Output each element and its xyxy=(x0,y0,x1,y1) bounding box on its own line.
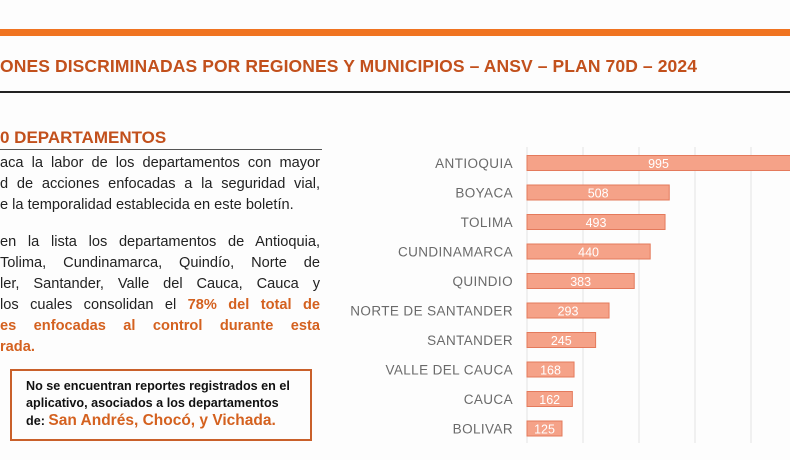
bar xyxy=(526,361,575,378)
note-box: No se encuentran reportes registrados en… xyxy=(10,369,312,441)
data-label: 168 xyxy=(540,364,561,378)
text-line: e la temporalidad establecida en este bo… xyxy=(0,197,294,213)
highlight-text: es enfocadas al control durante esta xyxy=(0,318,320,334)
bar xyxy=(526,391,573,407)
bar xyxy=(526,273,635,289)
highlight-text: rada. xyxy=(0,339,35,355)
text-line: ler, Santander, Valle del Cauca, Cauca y xyxy=(0,276,320,292)
data-label: 293 xyxy=(558,305,579,319)
bar xyxy=(526,420,563,437)
data-label: 383 xyxy=(570,275,591,289)
section-divider xyxy=(0,149,322,150)
category-label: CUNDINAMARCA xyxy=(398,245,513,260)
data-label: 440 xyxy=(578,246,599,260)
category-label: BOLIVAR xyxy=(453,422,513,437)
note-highlight: San Andrés, Chocó, y Vichada. xyxy=(48,412,276,429)
category-label: SANTANDER xyxy=(427,333,513,348)
header-accent-bar xyxy=(0,29,790,36)
text-line: los cuales consolidan el 78% del total d… xyxy=(0,295,320,316)
bar xyxy=(526,302,610,319)
paragraph-2: en la lista los departamentos de Antioqu… xyxy=(0,232,320,358)
category-label: QUINDIO xyxy=(452,274,513,289)
text-line: aca la labor de los departamentos con ma… xyxy=(0,155,320,171)
highlight-text: 78% del total de xyxy=(187,297,320,313)
text-plain: los cuales consolidan el xyxy=(0,297,188,313)
text-line: d de acciones enfocadas a la seguridad v… xyxy=(0,176,320,192)
page-title: ONES DISCRIMINADAS POR REGIONES Y MUNICI… xyxy=(0,56,698,76)
bar xyxy=(526,243,651,260)
paragraph-1: aca la labor de los departamentos con ma… xyxy=(0,153,320,216)
note-line: aplicativo, asociados a los departamento… xyxy=(26,396,279,410)
text-line: en la lista los departamentos de Antioqu… xyxy=(0,234,320,250)
bar xyxy=(526,214,666,230)
data-label: 995 xyxy=(648,157,669,171)
note-line: de: San Andrés, Chocó, y Vichada. xyxy=(26,412,300,430)
category-label: TOLIMA xyxy=(461,215,513,230)
data-label: 245 xyxy=(551,334,572,348)
data-label: 508 xyxy=(588,187,609,201)
section-heading: 0 DEPARTAMENTOS xyxy=(0,128,167,147)
title-divider xyxy=(0,91,790,93)
note-line: No se encuentran reportes registrados en… xyxy=(26,379,290,393)
bar xyxy=(526,332,597,348)
category-label: BOYACA xyxy=(455,186,513,201)
bar xyxy=(526,184,670,201)
bar xyxy=(526,155,790,171)
category-label: ANTIOQUIA xyxy=(435,156,513,171)
data-label: 162 xyxy=(539,393,560,407)
category-label: NORTE DE SANTANDER xyxy=(350,304,513,319)
category-label: CAUCA xyxy=(464,392,513,407)
category-label: VALLE DEL CAUCA xyxy=(385,363,513,378)
text-line: Tolima, Cundinamarca, Quindío, Norte de xyxy=(0,255,320,271)
data-label: 493 xyxy=(586,216,607,230)
data-label: 125 xyxy=(534,423,555,437)
note-text: de: xyxy=(26,414,49,428)
